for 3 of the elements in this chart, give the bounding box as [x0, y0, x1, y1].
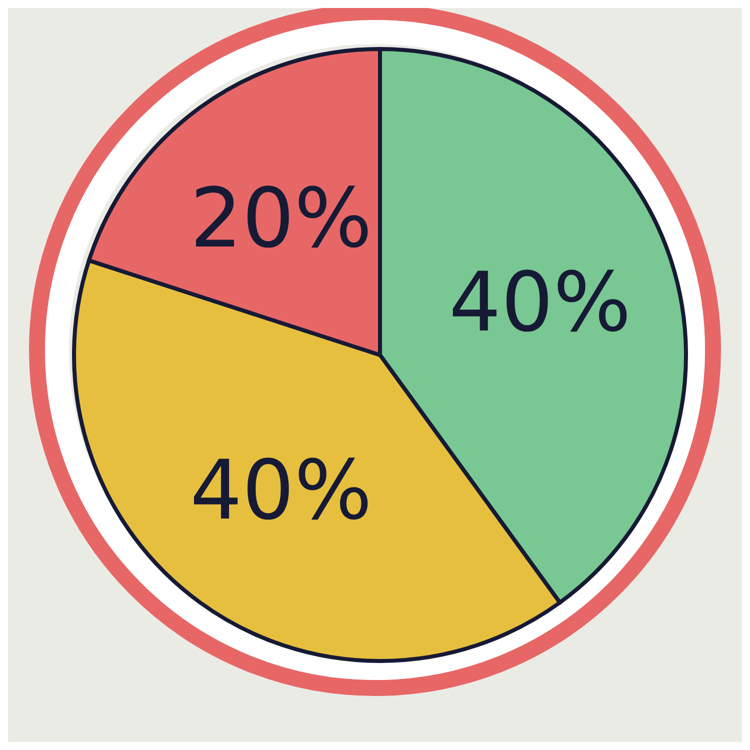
data-label: 40%: [190, 444, 372, 539]
data-label: 40%: [448, 255, 632, 350]
data-label: 20%: [190, 171, 372, 266]
